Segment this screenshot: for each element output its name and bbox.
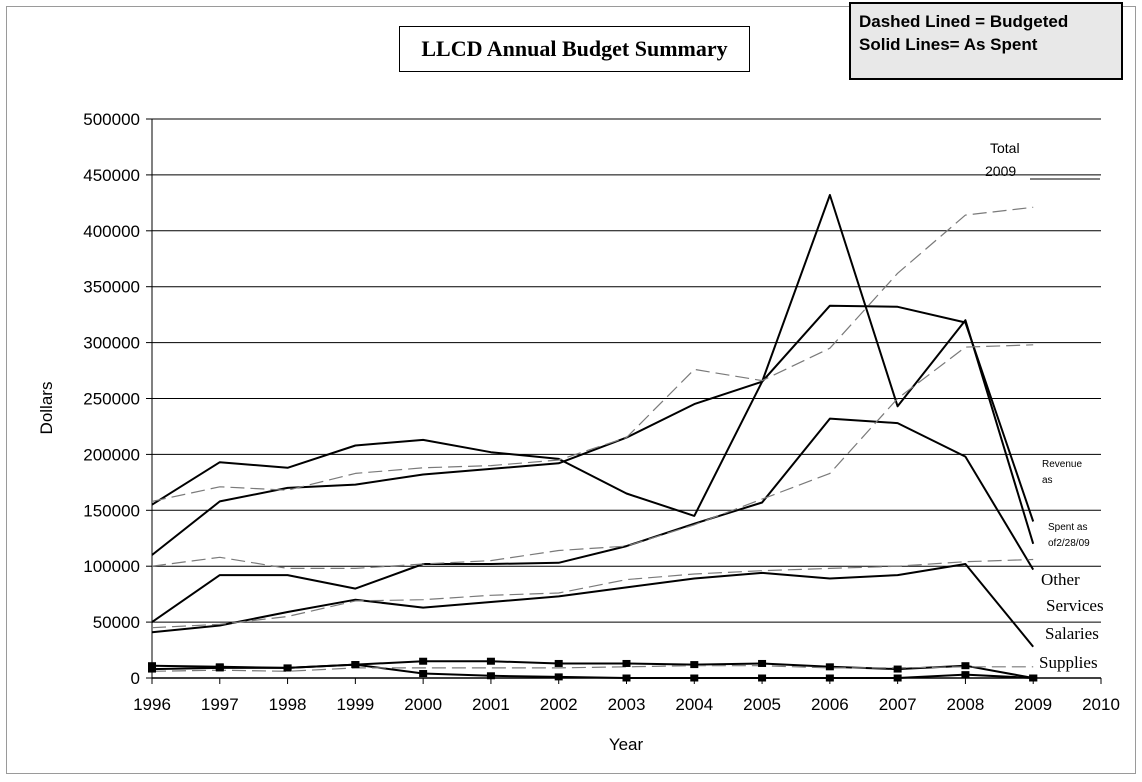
series-line-salaries-spent (151, 563, 1034, 648)
series-line-revenue-budgeted (151, 344, 1034, 570)
chart-frame (6, 6, 1136, 774)
data-point-supplies-spent-b (825, 674, 834, 682)
data-point-supplies-spent-b (554, 673, 563, 681)
series-line-supplies-spent-b (151, 663, 1034, 679)
x-tick-label: 2008 (947, 695, 985, 714)
x-tick-label: 2010 (1082, 695, 1120, 714)
annotation-other: Other (1041, 570, 1080, 589)
data-point-supplies-spent-a (486, 657, 495, 665)
gridlines (152, 118, 1101, 623)
y-tick-label: 150000 (83, 501, 140, 520)
x-tick-label: 1998 (269, 695, 307, 714)
y-tick-label: 450000 (83, 166, 140, 185)
annotation-services: Services (1046, 596, 1104, 615)
y-tick-label: 350000 (83, 278, 140, 297)
annotation-revenue: Revenue (1042, 459, 1082, 470)
x-tick-label: 1996 (133, 695, 171, 714)
series-line-total-budgeted (151, 206, 1034, 502)
data-point-supplies-spent-a (825, 663, 834, 671)
annotation-total-year: 2009 (985, 163, 1016, 179)
data-point-supplies-spent-b (622, 674, 631, 682)
data-point-supplies-spent-a (554, 659, 563, 667)
y-tick-label: 100000 (83, 557, 140, 576)
data-point-supplies-spent-b (893, 674, 902, 682)
x-tick-labels: 1996 1997 1998 1999 2000 2001 2002 2003 2004 2005… (133, 695, 1120, 714)
data-point-supplies-spent-a (961, 662, 970, 670)
chart-title: LLCD Annual Budget Summary (421, 36, 728, 61)
y-tick-label: 400000 (83, 222, 140, 241)
annotation-total: Total (990, 140, 1020, 156)
data-point-supplies-spent-b (419, 670, 428, 678)
annotation-supplies: Supplies (1039, 653, 1098, 672)
series-layer (151, 194, 1035, 679)
y-tick-label: 300000 (83, 334, 140, 353)
y-tick-label: 50000 (93, 613, 140, 632)
series-line-other-services-spent (151, 417, 1035, 623)
x-tick-label: 2003 (608, 695, 646, 714)
y-tick-label: 500000 (83, 110, 140, 129)
series-line-total-spent (151, 194, 1035, 545)
data-point-supplies-spent-b (486, 672, 495, 680)
key-budgeted: Dashed Lined = Budgeted (859, 12, 1069, 31)
x-tick-label: 2006 (811, 695, 849, 714)
data-point-supplies-spent-b (1029, 674, 1038, 682)
data-point-supplies-spent-a (622, 659, 631, 667)
data-point-supplies-spent-b (283, 664, 292, 672)
data-point-supplies-spent-b (758, 674, 767, 682)
x-tick-label: 2007 (879, 695, 917, 714)
data-point-supplies-spent-b (961, 671, 970, 679)
line-style-key: Dashed Lined = Budgeted Solid Lines= As … (849, 2, 1123, 80)
annotation-spent-date: of2/28/09 (1048, 538, 1090, 549)
y-tick-label: 0 (131, 669, 140, 688)
x-tick-label: 2009 (1014, 695, 1052, 714)
data-point-supplies-spent-b (690, 674, 699, 682)
x-axis-title: Year (609, 735, 644, 754)
annotation-spent: Spent as (1048, 522, 1087, 533)
x-tick-label: 2001 (472, 695, 510, 714)
data-point-supplies-spent-a (893, 665, 902, 673)
x-tick-label: 2004 (675, 695, 713, 714)
marker-layer (148, 657, 1038, 682)
y-axis-title: Dollars (37, 382, 56, 435)
x-tick-label: 2005 (743, 695, 781, 714)
x-tick-label: 1999 (336, 695, 374, 714)
x-tick-label: 2002 (540, 695, 578, 714)
y-tick-label: 200000 (83, 445, 140, 464)
data-point-supplies-spent-b (215, 663, 224, 671)
data-point-supplies-spent-a (419, 657, 428, 665)
y-tick-labels: 0 50000 100000 150000 200000 250000 300000 3500… (83, 110, 140, 688)
axes (146, 118, 1102, 684)
data-point-supplies-spent-b (148, 662, 156, 670)
data-point-supplies-spent-a (690, 661, 699, 669)
x-tick-label: 2000 (404, 695, 442, 714)
series-line-supplies-budgeted (151, 665, 1034, 672)
x-tick-label: 1997 (201, 695, 239, 714)
chart-title-box: LLCD Annual Budget Summary (399, 26, 750, 72)
annotation-revenue-as: as (1042, 475, 1053, 486)
key-spent: Solid Lines= As Spent (859, 35, 1038, 54)
series-line-other-services-budgeted (151, 558, 1034, 629)
data-point-supplies-spent-b (351, 661, 360, 669)
y-tick-label: 250000 (83, 390, 140, 409)
data-point-supplies-spent-a (758, 659, 767, 667)
annotation-salaries: Salaries (1045, 624, 1099, 643)
